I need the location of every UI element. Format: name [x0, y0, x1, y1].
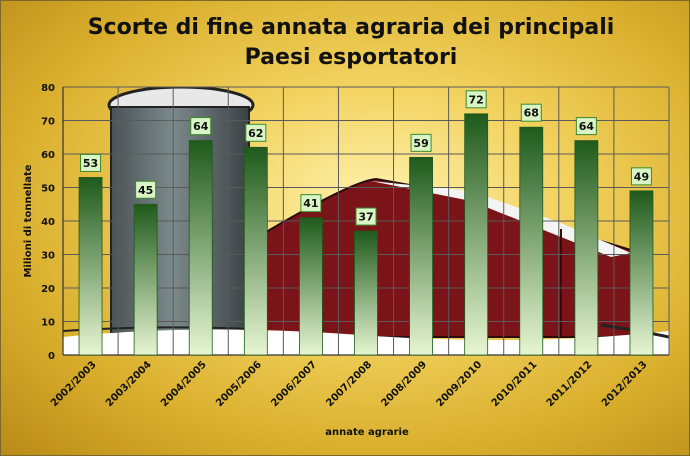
data-label: 64 [579, 120, 595, 133]
x-tick-label: 2008/2009 [379, 359, 429, 409]
data-label: 37 [358, 211, 373, 224]
bar [78, 177, 103, 356]
x-tick-label: 2006/2007 [269, 359, 319, 409]
y-tick-label: 70 [41, 117, 55, 128]
y-tick-label: 0 [48, 351, 55, 362]
data-label: 59 [413, 137, 428, 150]
x-tick-label: 2007/2008 [324, 359, 374, 409]
chart-title: Scorte di fine annata agraria dei princi… [87, 15, 615, 70]
data-label-box [630, 167, 652, 186]
y-tick-label: 50 [41, 184, 55, 195]
data-label: 72 [469, 93, 484, 106]
data-label: 62 [248, 127, 263, 140]
bar [354, 230, 378, 356]
x-tick-label: 2005/2006 [214, 359, 264, 409]
y-tick-label: 20 [41, 284, 55, 295]
background-illustration [63, 87, 669, 355]
data-label: 64 [193, 120, 209, 133]
x-tick-label: 2004/2005 [159, 359, 209, 409]
y-axis-title: Milioni di tonnellate [23, 164, 34, 277]
x-tick-label: 2003/2004 [104, 359, 154, 409]
bar [299, 217, 323, 356]
bar [464, 113, 489, 356]
x-tick-label: 2012/2013 [600, 359, 650, 409]
data-label: 68 [524, 107, 539, 120]
data-label-box [520, 103, 542, 122]
data-label-box [300, 194, 322, 213]
data-label-box [245, 123, 267, 142]
bar [243, 146, 268, 356]
y-tick-label: 80 [41, 83, 55, 94]
data-label: 49 [634, 170, 649, 183]
y-tick-label: 10 [41, 318, 55, 329]
data-label-box [190, 117, 212, 136]
data-label: 45 [138, 184, 153, 197]
bar [629, 190, 654, 356]
bar [519, 126, 544, 356]
data-label-box [135, 180, 157, 199]
x-axis-title: annate agrarie [325, 427, 409, 438]
bar [574, 140, 599, 356]
data-label-box [410, 133, 432, 152]
data-labels: 53 45 64 62 41 37 59 72 68 64 49 [80, 90, 652, 226]
data-label-box [465, 90, 487, 109]
data-label-box [575, 117, 597, 136]
x-tick-label: 2011/2012 [545, 359, 595, 409]
bar [409, 156, 433, 356]
y-tick-label: 40 [41, 217, 55, 228]
bar [133, 203, 158, 356]
x-tick-label: 2009/2010 [435, 359, 485, 409]
data-label-box [355, 207, 377, 226]
bars [78, 113, 654, 356]
data-label: 41 [303, 197, 318, 210]
data-label-box [80, 153, 102, 172]
y-tick-label: 60 [41, 150, 55, 161]
bar [188, 140, 213, 356]
x-tick-label: 2010/2011 [490, 359, 540, 409]
y-tick-label: 30 [41, 251, 55, 262]
x-tick-label: 2002/2003 [49, 359, 99, 409]
data-label: 53 [83, 157, 98, 170]
x-tick-labels: 2002/2003 2003/2004 2004/2005 2005/2006 2006… [49, 359, 650, 409]
y-tick-labels: 0 10 20 30 40 50 60 70 80 [41, 83, 55, 362]
